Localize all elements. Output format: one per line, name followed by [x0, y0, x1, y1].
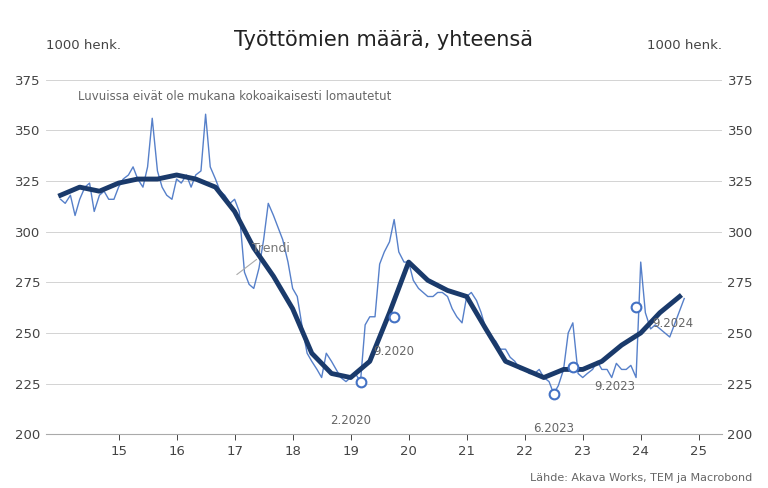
Text: 6.2023: 6.2023 [533, 422, 574, 435]
Text: 9.2024: 9.2024 [652, 317, 694, 330]
Text: 1000 henk.: 1000 henk. [46, 39, 121, 52]
Text: 9.2023: 9.2023 [594, 380, 635, 392]
Text: Luvuissa eivät ole mukana kokoaikaisesti lomautetut: Luvuissa eivät ole mukana kokoaikaisesti… [78, 90, 392, 103]
Text: Trendi: Trendi [237, 242, 290, 275]
Text: Lähde: Akava Works, TEM ja Macrobond: Lähde: Akava Works, TEM ja Macrobond [531, 473, 753, 483]
Text: 2.2020: 2.2020 [330, 414, 371, 427]
Text: 1000 henk.: 1000 henk. [647, 39, 722, 52]
Title: Työttömien määrä, yhteensä: Työttömien määrä, yhteensä [234, 30, 534, 50]
Text: 9.2020: 9.2020 [374, 345, 415, 358]
